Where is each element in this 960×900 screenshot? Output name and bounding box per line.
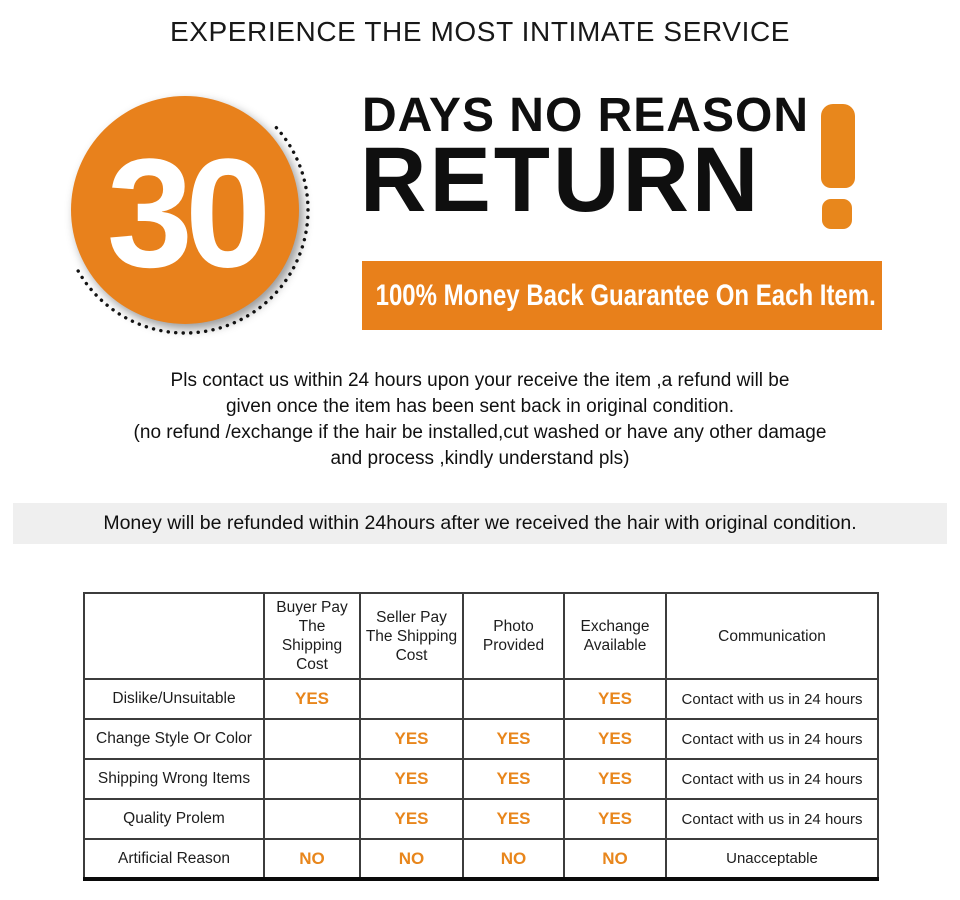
communication-cell: Contact with us in 24 hours [665,678,879,720]
policy-note: Pls contact us within 24 hours upon your… [0,368,960,472]
policy-note-line: and process ,kindly understand pls) [330,448,630,469]
yes-no-cell: YES [462,798,565,840]
refund-bar: Money will be refunded within 24hours af… [13,503,947,544]
yes-no-cell [263,798,361,840]
yes-no-cell: YES [359,798,464,840]
exclamation-dot [822,199,852,229]
headline-line1: DAYS NO REASON [362,89,809,142]
policy-note-line: given once the item has been sent back i… [225,396,735,417]
table-header-cell: Seller Pay The Shipping Cost [359,592,464,680]
return-policy-table: Buyer Pay The Shipping Cost Seller Pay T… [83,592,879,881]
orange-circle [71,96,299,324]
row-label-cell: Artificial Reason [83,838,265,880]
yes-no-cell: YES [263,678,361,720]
yes-no-cell: NO [263,838,361,880]
row-label-cell: Shipping Wrong Items [83,758,265,800]
yes-no-cell: YES [359,758,464,800]
table-row: Quality Prolem YES YES YES Contact with … [83,798,879,840]
row-label-cell: Change Style Or Color [83,718,265,760]
headline-line2: RETURN [360,129,762,231]
table-row: Shipping Wrong Items YES YES YES Contact… [83,758,879,800]
yes-no-cell: NO [563,838,667,880]
days-badge-graphic: 30 [71,96,310,335]
yes-no-cell [263,718,361,760]
yes-no-cell [263,758,361,800]
yes-no-cell: YES [462,758,565,800]
exclamation-icon [821,104,857,234]
table-header-cell: Photo Provided [462,592,565,680]
communication-cell: Unacceptable [665,838,879,880]
guarantee-banner: 100% Money Back Guarantee On Each Item. [362,261,882,330]
policy-note-line: (no refund /exchange if the hair be inst… [133,422,827,443]
table-header-cell: Communication [665,592,879,680]
guarantee-banner-text: 100% Money Back Guarantee On Each Item. [375,279,876,312]
table-row: Dislike/Unsuitable YES YES Contact with … [83,678,879,720]
page-title: EXPERIENCE THE MOST INTIMATE SERVICE [169,16,791,47]
table-header-cell: Exchange Available [563,592,667,680]
days-number: 30 [107,127,265,300]
yes-no-cell: YES [563,718,667,760]
yes-no-cell [359,678,464,720]
row-label-cell: Quality Prolem [83,798,265,840]
yes-no-cell: YES [462,718,565,760]
days-badge: 30 [52,78,322,350]
yes-no-cell: YES [563,678,667,720]
table-header-cell [83,592,265,680]
yes-no-cell: YES [563,798,667,840]
row-label-cell: Dislike/Unsuitable [83,678,265,720]
communication-cell: Contact with us in 24 hours [665,718,879,760]
yes-no-cell: NO [359,838,464,880]
yes-no-cell [462,678,565,720]
yes-no-cell: NO [462,838,565,880]
table-row: Artificial Reason NO NO NO NO Unacceptab… [83,838,879,880]
yes-no-cell: YES [563,758,667,800]
communication-cell: Contact with us in 24 hours [665,758,879,800]
table-row: Change Style Or Color YES YES YES Contac… [83,718,879,760]
policy-note-line: Pls contact us within 24 hours upon your… [170,370,790,391]
yes-no-cell: YES [359,718,464,760]
table-header-cell: Buyer Pay The Shipping Cost [263,592,361,680]
table-header-row: Buyer Pay The Shipping Cost Seller Pay T… [83,592,879,680]
communication-cell: Contact with us in 24 hours [665,798,879,840]
exclamation-bar [821,104,855,188]
dotted-ring [75,126,310,335]
